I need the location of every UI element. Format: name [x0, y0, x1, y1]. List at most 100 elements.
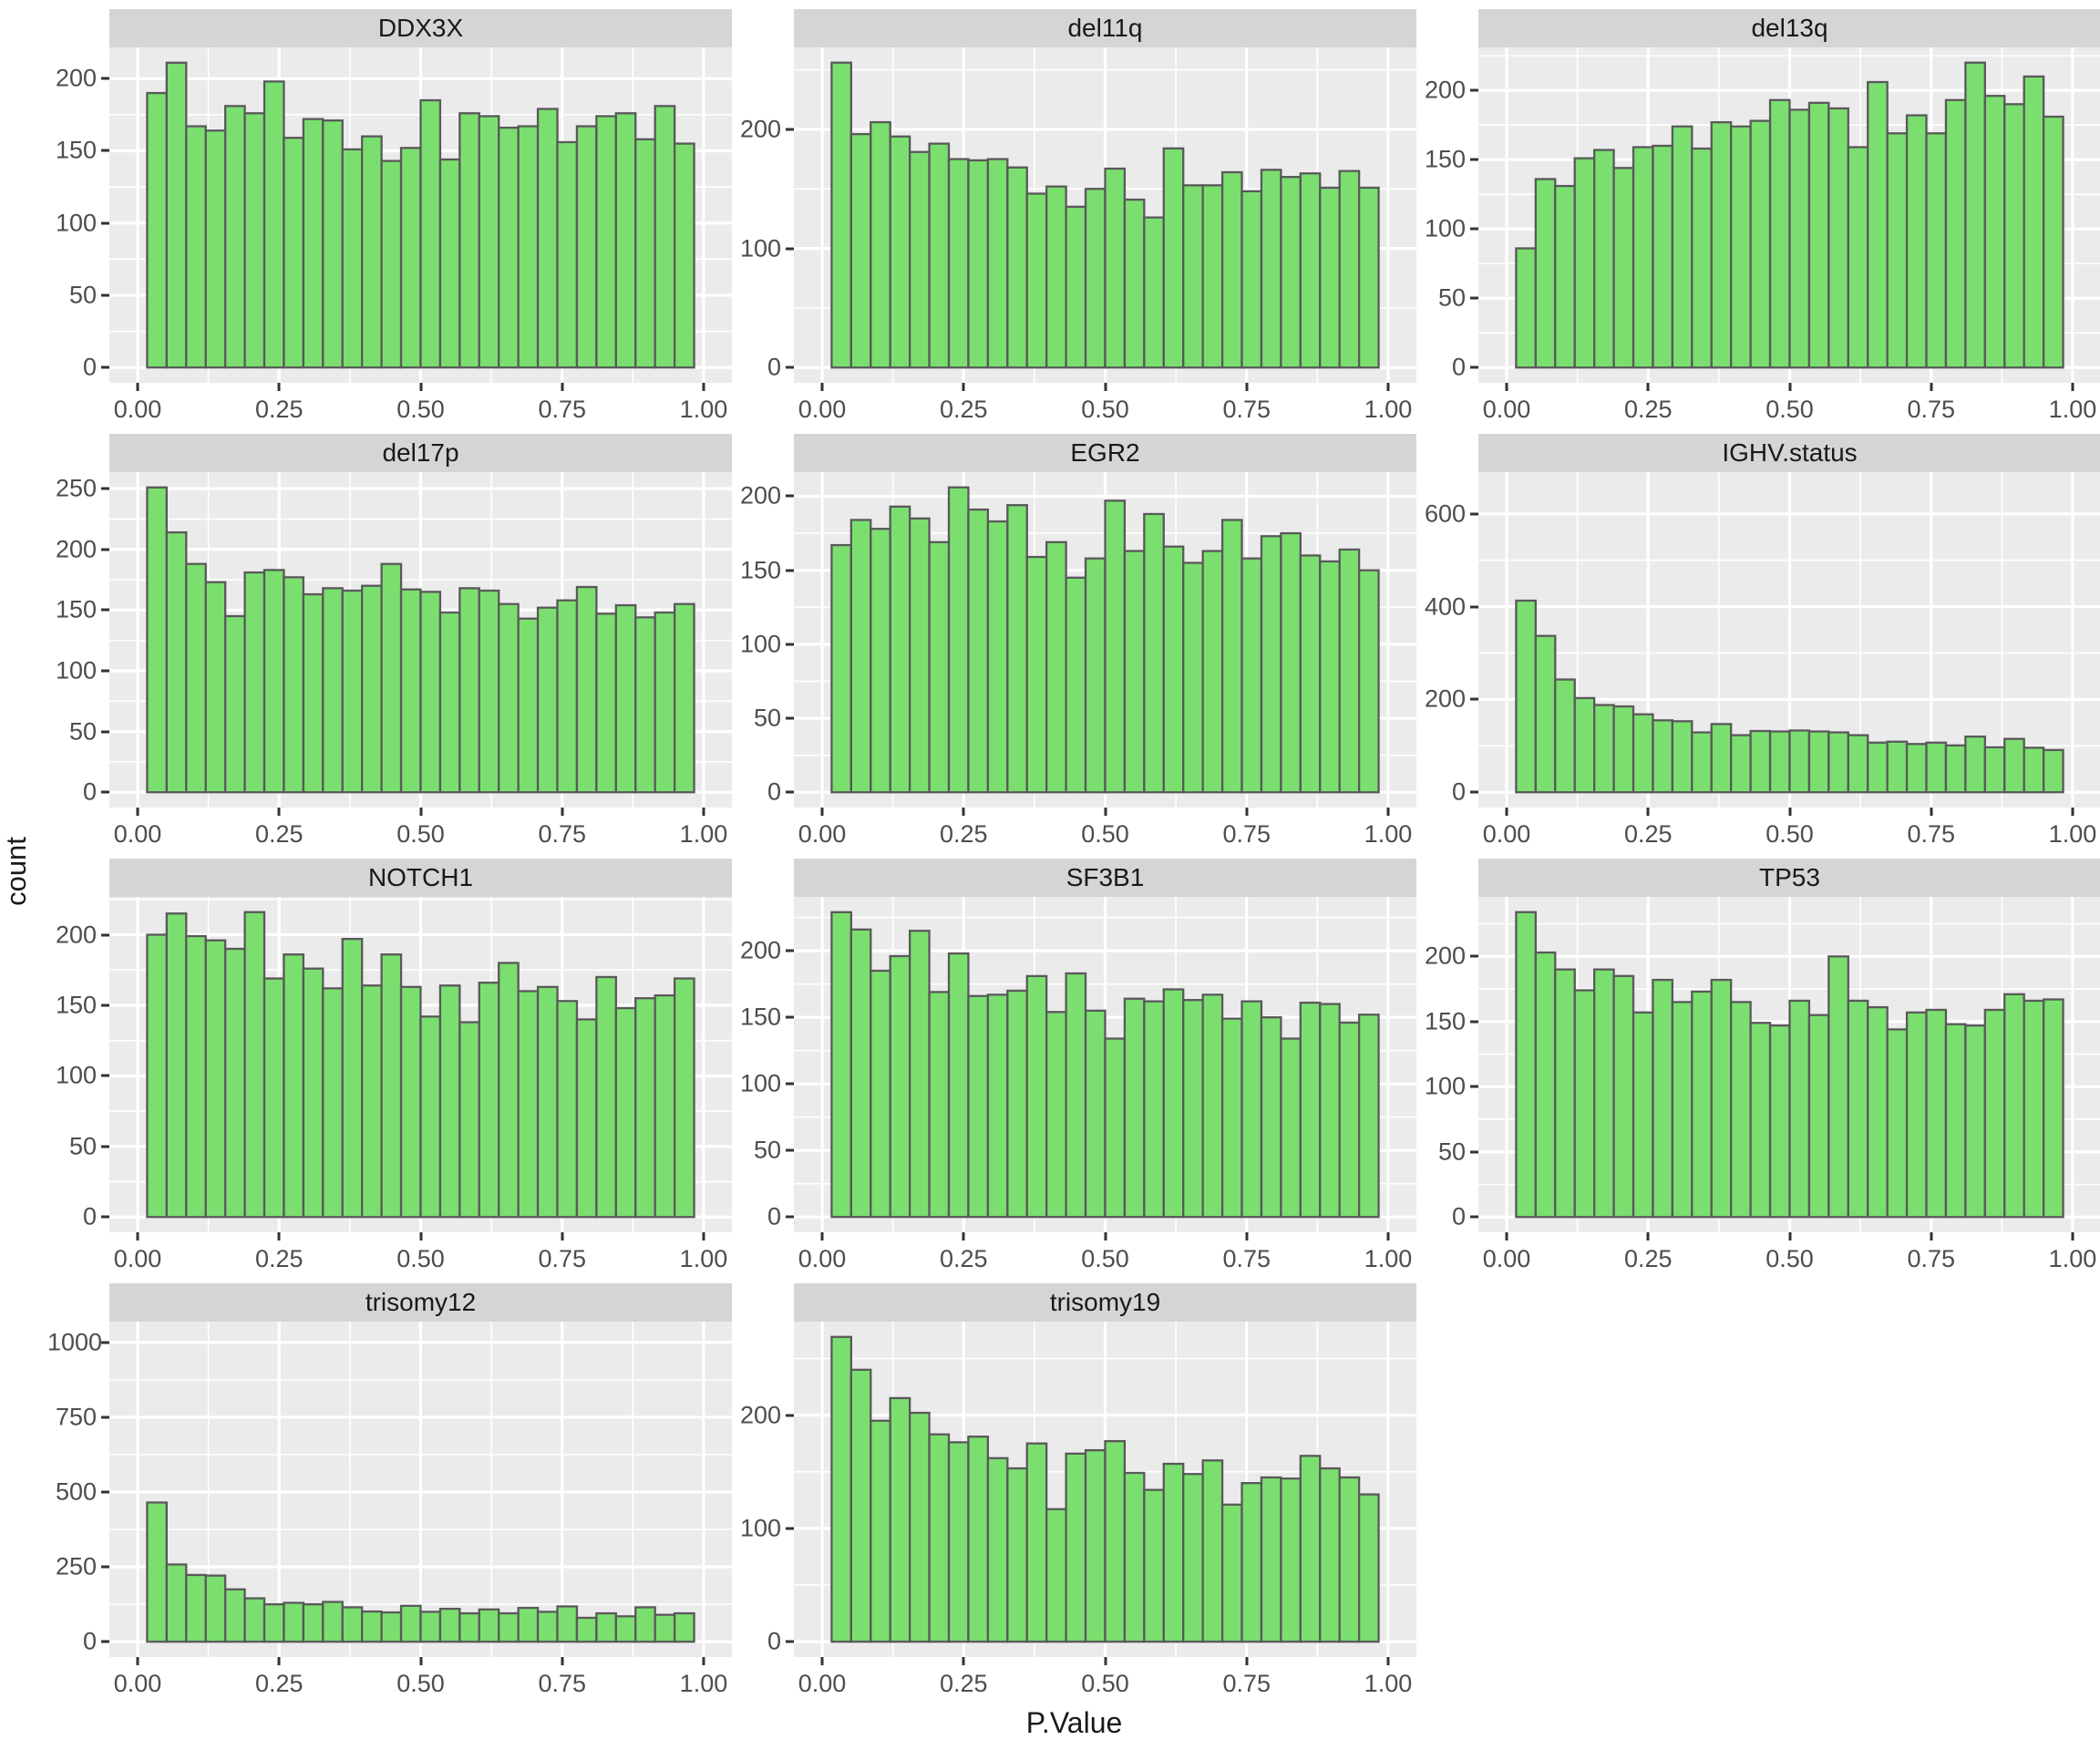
histogram-bar — [1983, 1008, 2006, 1219]
histogram-bar — [1749, 729, 1772, 794]
y-tick-label: 50 — [1437, 1138, 1466, 1166]
histogram-bar — [498, 126, 520, 369]
y-tick-label: 150 — [1424, 145, 1466, 173]
y-tick-mark — [101, 669, 109, 673]
x-tick-mark — [136, 1232, 139, 1240]
x-tick-mark — [1104, 1232, 1107, 1240]
histogram-bar — [1534, 634, 1557, 794]
histogram-svg — [794, 897, 1416, 1232]
histogram-bar — [1807, 101, 1830, 369]
x-tick-mark — [277, 1232, 281, 1240]
x-tick-label: 0.50 — [396, 1245, 445, 1272]
y-tick-mark — [786, 494, 794, 498]
facet-del11q: del11q 0 100 200 0.00 0.25 0.50 0.75 1.00 — [732, 9, 1416, 434]
x-tick-label: 0.75 — [1907, 1245, 1955, 1272]
y-tick-mark — [786, 790, 794, 794]
histogram-bar — [1280, 1477, 1302, 1643]
x-tick-mark — [1245, 1657, 1249, 1665]
y-tick-mark — [101, 1215, 109, 1219]
histogram-bar — [1592, 968, 1615, 1219]
y-tick-mark — [1470, 512, 1478, 516]
y-tick-label: 100 — [1424, 214, 1466, 242]
histogram-bar — [361, 584, 383, 794]
histogram-bar — [1338, 548, 1361, 794]
histogram-bar — [2042, 115, 2064, 369]
histogram-bar — [1299, 1001, 1322, 1219]
y-tick-mark — [1470, 697, 1478, 701]
histogram-bar — [1515, 911, 1537, 1219]
histogram-bar — [870, 120, 891, 369]
histogram-bar — [1319, 1467, 1341, 1643]
y-tick-mark — [1470, 227, 1478, 231]
histogram-bar — [849, 928, 872, 1219]
histogram-bar — [1925, 741, 1948, 794]
x-tick-label: 0.50 — [1081, 1670, 1129, 1697]
histogram-bar — [438, 611, 461, 794]
y-tick-mark — [101, 1415, 109, 1419]
y-tick-mark — [101, 1074, 109, 1077]
histogram-bar — [967, 994, 990, 1219]
x-tick-label: 0.75 — [1222, 1245, 1271, 1272]
y-tick-label: 750 — [55, 1403, 97, 1431]
x-tick-label: 0.75 — [1222, 1670, 1271, 1697]
histogram-bar — [262, 569, 285, 794]
histogram-bar — [302, 967, 324, 1219]
y-tick-label: 0 — [767, 777, 781, 806]
y-tick-mark — [1470, 365, 1478, 369]
histogram-bar — [1201, 1459, 1224, 1643]
y-tick-label: 150 — [739, 1003, 781, 1031]
histogram-bar — [380, 953, 403, 1219]
y-tick-label: 200 — [739, 1401, 781, 1429]
histogram-bar — [849, 519, 872, 794]
y-tick-mark — [101, 1145, 109, 1148]
histogram-bar — [1944, 1023, 1967, 1219]
x-tick-label: 1.00 — [679, 820, 728, 848]
x-tick-label: 0.25 — [939, 1670, 988, 1697]
histogram-bar — [1084, 1448, 1107, 1643]
histogram-bar — [322, 587, 344, 794]
y-tick-mark — [101, 1341, 109, 1344]
histogram-bar — [517, 1606, 540, 1643]
histogram-bar — [1905, 114, 1928, 369]
x-tick-label: 0.00 — [798, 820, 847, 848]
y-tick-mark — [786, 128, 794, 131]
x-tick-mark — [962, 383, 965, 391]
x-tick-label: 0.00 — [113, 1670, 162, 1697]
y-tick-label: 200 — [55, 64, 97, 92]
x-tick-mark — [136, 383, 139, 391]
x-tick-label: 0.25 — [254, 1245, 304, 1272]
histogram-bar — [1338, 1476, 1361, 1643]
histogram-bar — [830, 61, 852, 369]
facet-strip: del11q — [794, 9, 1416, 47]
histogram-bar — [575, 125, 598, 369]
histogram-bar — [322, 1601, 344, 1643]
histogram-bar — [399, 588, 422, 794]
histogram-bar — [986, 158, 1009, 369]
y-tick-mark — [1470, 1150, 1478, 1154]
y-tick-mark — [101, 221, 109, 225]
histogram-svg — [1478, 897, 2100, 1232]
histogram-bar — [1006, 504, 1028, 794]
x-tick-mark — [962, 1232, 965, 1240]
facet-strip: DDX3X — [109, 9, 732, 47]
histogram-bar — [1201, 993, 1224, 1219]
histogram-bar — [1768, 98, 1791, 369]
histogram-bar — [1768, 1024, 1791, 1219]
x-tick-label: 0.00 — [1482, 1245, 1531, 1272]
histogram-bar — [654, 1613, 676, 1643]
histogram-bar — [419, 591, 442, 794]
histogram-bar — [830, 543, 852, 794]
histogram-bar — [673, 142, 695, 369]
histogram-bar — [2023, 999, 2045, 1219]
histogram-bar — [341, 938, 364, 1219]
x-tick-mark — [1104, 383, 1107, 391]
histogram-bar — [1515, 247, 1537, 369]
y-tick-label: 0 — [1451, 353, 1466, 381]
x-tick-mark — [419, 808, 422, 816]
histogram-bar — [1220, 1017, 1243, 1219]
histogram-bar — [889, 1396, 911, 1643]
histogram-bar — [1104, 167, 1127, 369]
histogram-bar — [1240, 557, 1263, 794]
y-tick-mark — [101, 1640, 109, 1643]
x-tick-mark — [419, 383, 422, 391]
